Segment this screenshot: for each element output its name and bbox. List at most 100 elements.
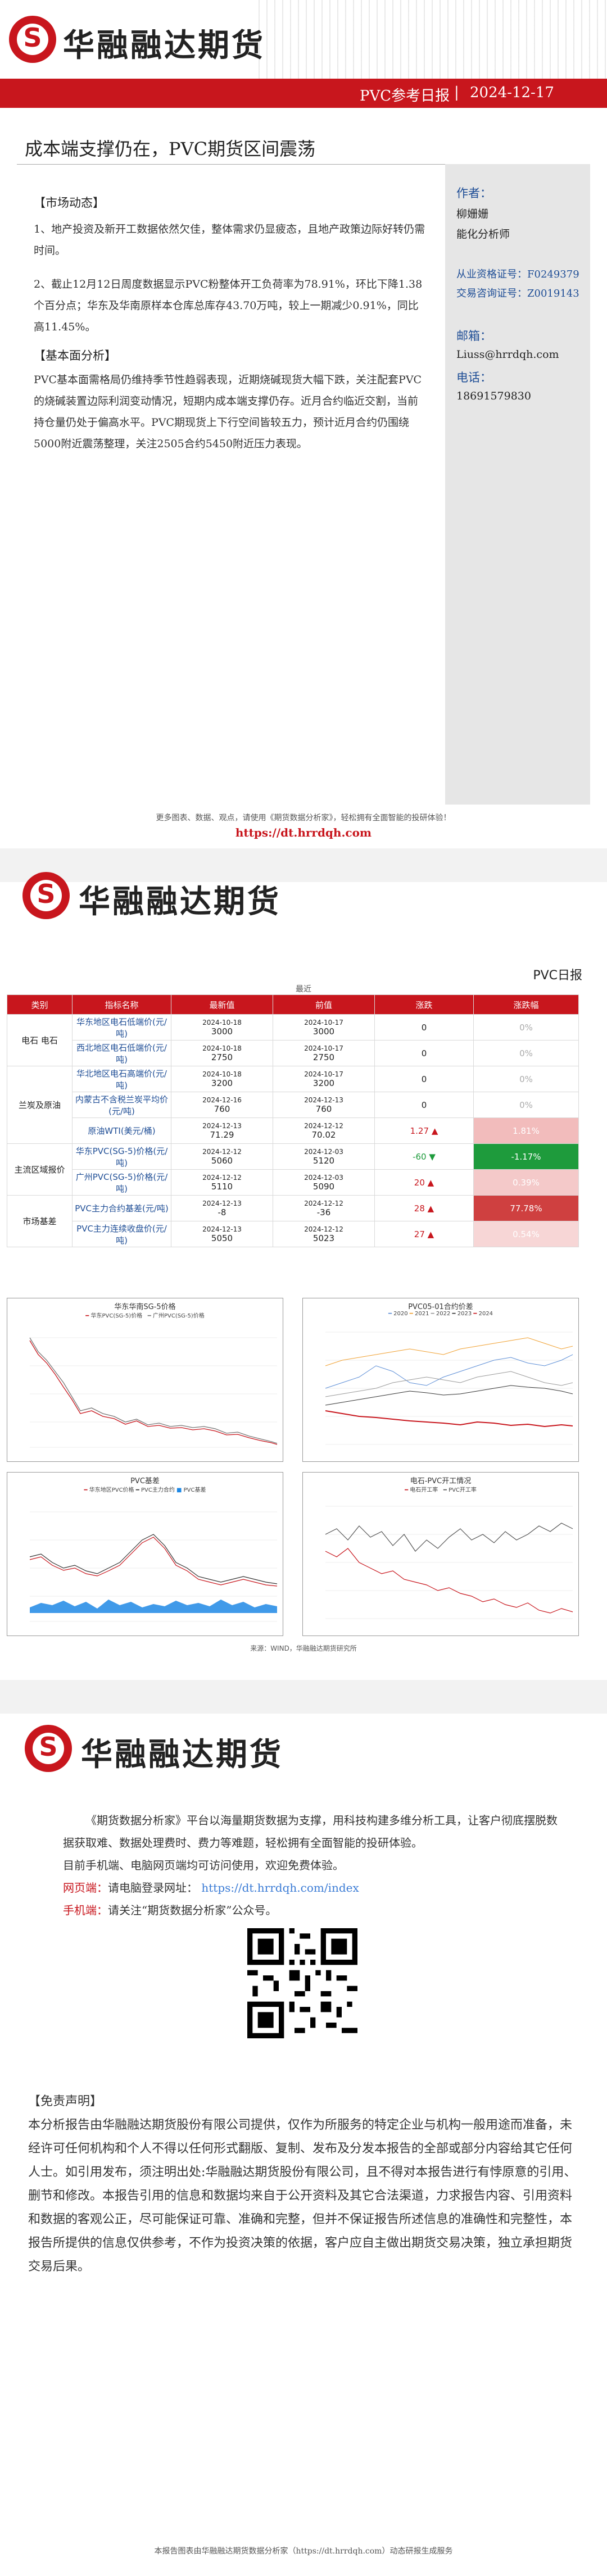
indicator-name: PVC主力合约基差(元/吨) bbox=[72, 1195, 171, 1221]
change-pct-cell: 0% bbox=[473, 1040, 579, 1066]
latest-cell: 2024-10-18 2750 bbox=[171, 1040, 273, 1066]
web-access-line: 网页端：请电脑登录网址： https://dt.hrrdqh.com/index bbox=[63, 1877, 359, 1899]
page3-header: S 华融融达期货 bbox=[0, 1719, 607, 1781]
change-cell: 0 bbox=[374, 1092, 474, 1118]
prev-cell: 2024-12-12 5023 bbox=[273, 1221, 375, 1247]
prev-cell: 2024-10-17 2750 bbox=[273, 1040, 375, 1066]
indicator-name: 原油WTI(美元/桶) bbox=[72, 1117, 171, 1144]
indicator-label: 华东地区电石低端价(元/吨) bbox=[76, 1016, 167, 1039]
section-heading-fundamental: 【基本面分析】 bbox=[34, 349, 116, 362]
prev-value: 760 bbox=[315, 1103, 332, 1114]
footer-link[interactable]: https://dt.hrrdqh.com bbox=[235, 826, 372, 839]
change-cell: 27 ▲ bbox=[374, 1221, 474, 1247]
indicator-name: 华东PVC(SG-5)价格(元/吨) bbox=[72, 1143, 171, 1170]
chart-basis: PVC基差 ━ 华东地区PVC价格 ━ PVC主力合约 ■ PVC基差 bbox=[7, 1472, 283, 1636]
change-pct-cell: 0% bbox=[473, 1092, 579, 1118]
web-url-link[interactable]: https://dt.hrrdqh.com/index bbox=[201, 1881, 359, 1894]
header-prev: 前值 bbox=[273, 994, 375, 1015]
latest-date: 2024-10-18 bbox=[202, 1018, 242, 1026]
email-link[interactable]: Liuss@hrrdqh.com bbox=[456, 348, 559, 361]
chart-title: PVC05-01合约价差 bbox=[408, 1303, 473, 1311]
logo-letter: S bbox=[37, 879, 56, 909]
title-rule bbox=[17, 164, 590, 165]
change-arrow-icon: ▲ bbox=[427, 1177, 434, 1188]
page1-header: S 华融融达期货 PVC参考日报 | 2024-12-17 bbox=[0, 0, 607, 112]
brand-name: 华融融达期货 bbox=[63, 28, 265, 64]
table-row: 广州PVC(SG-5)价格(元/吨) 2024-12-12 5110 2024-12-… bbox=[7, 1169, 579, 1196]
latest-value: 3000 bbox=[211, 1026, 233, 1037]
indicator-name: 华东地区电石低端价(元/吨) bbox=[72, 1014, 171, 1041]
change-cell: 20 ▲ bbox=[374, 1169, 474, 1196]
change-value: 0 bbox=[421, 1100, 427, 1110]
indicator-label: 西北地区电石低端价(元/吨) bbox=[76, 1042, 167, 1065]
chart-plot bbox=[325, 1506, 573, 1619]
prev-date: 2024-12-12 bbox=[304, 1121, 343, 1130]
company-logo-icon bbox=[9, 16, 56, 63]
indicator-name: 华北地区电石高端价(元/吨) bbox=[72, 1066, 171, 1092]
banner-divider: | bbox=[454, 84, 459, 101]
change-pct-cell: -1.17% bbox=[473, 1143, 579, 1170]
phone-label: 电话： bbox=[456, 371, 492, 384]
chart-operating-rate: 电石-PVC开工情况 ━ 电石开工率 ━ PVC开工率 bbox=[302, 1472, 579, 1636]
table-row: 主流区域报价 华东PVC(SG-5)价格(元/吨) 2024-12-12 5060 20… bbox=[7, 1143, 579, 1196]
disclaimer-text: 本分析报告由华融融达期货股份有限公司提供，仅作为所服务的特定企业与机构一般用途而… bbox=[28, 2118, 577, 2274]
indicator-label: 华北地区电石高端价(元/吨) bbox=[76, 1068, 167, 1091]
prev-date: 2024-12-03 bbox=[304, 1173, 343, 1182]
legend-item: 2024 bbox=[478, 1311, 493, 1317]
change-pct-cell: 0.54% bbox=[473, 1221, 579, 1247]
chart-05-01-spread: PVC05-01合约价差 ━ 2020 ━ 2021 ━ 2022 ━ 2023… bbox=[302, 1298, 579, 1462]
latest-cell: 2024-12-13 5050 bbox=[171, 1221, 273, 1247]
change-pct-value: -1.17% bbox=[511, 1151, 541, 1162]
legend-item: 2022 bbox=[436, 1311, 451, 1317]
prev-date: 2024-12-03 bbox=[304, 1147, 343, 1156]
report-type: PVC参考日报 bbox=[360, 88, 450, 105]
header-change-pct: 涨跌幅 bbox=[473, 994, 579, 1015]
change-pct-cell: 0% bbox=[473, 1066, 579, 1092]
cert-consulting: 交易咨询证号：Z0019143 bbox=[456, 288, 579, 299]
prev-value: 5023 bbox=[312, 1233, 335, 1243]
latest-cell: 2024-10-18 3200 bbox=[171, 1066, 273, 1092]
latest-value: 2750 bbox=[211, 1052, 233, 1062]
latest-date: 2024-12-12 bbox=[202, 1147, 242, 1156]
indicator-label: 原油WTI(美元/桶) bbox=[88, 1126, 156, 1136]
indicator-name: 内蒙古不含税兰炭平均价(元/吨) bbox=[72, 1092, 171, 1118]
prev-cell: 2024-10-17 3200 bbox=[273, 1066, 375, 1092]
phone-number: 18691579830 bbox=[456, 390, 531, 402]
prev-value: 3000 bbox=[312, 1026, 335, 1037]
prev-cell: 2024-10-17 3000 bbox=[273, 1014, 375, 1041]
change-value: 28 bbox=[414, 1203, 425, 1214]
latest-cell: 2024-12-12 5060 bbox=[171, 1143, 273, 1170]
table-title: 最近 bbox=[296, 985, 311, 994]
prev-date: 2024-12-12 bbox=[304, 1199, 343, 1207]
email-label: 邮箱： bbox=[456, 329, 492, 343]
author-label: 作者： bbox=[456, 187, 492, 200]
prev-cell: 2024-12-13 760 bbox=[273, 1092, 375, 1118]
latest-cell: 2024-12-13 -8 bbox=[171, 1195, 273, 1221]
table-row: 内蒙古不含税兰炭平均价(元/吨) 2024-12-16 760 2024-12-13 7… bbox=[7, 1092, 579, 1118]
indicator-label: PVC主力连续收盘价(元/吨) bbox=[76, 1223, 167, 1246]
author-title: 能化分析师 bbox=[456, 228, 510, 240]
latest-value: 5050 bbox=[211, 1233, 233, 1243]
latest-value: 5060 bbox=[211, 1155, 233, 1166]
report-date: 2024-12-17 bbox=[470, 84, 554, 101]
change-pct-value: 1.81% bbox=[513, 1125, 540, 1136]
prev-cell: 2024-12-12 -36 bbox=[273, 1195, 375, 1221]
indicator-name: PVC主力连续收盘价(元/吨) bbox=[72, 1221, 171, 1247]
table-row: PVC主力连续收盘价(元/吨) 2024-12-13 5050 2024-12-12 5… bbox=[7, 1221, 579, 1247]
fundamental-para: PVC基本面需格局仍维持季节性趋弱表现，近期烧碱现货大幅下跌，关注配套PVC的烧… bbox=[34, 374, 422, 450]
change-pct-cell: 0% bbox=[473, 1014, 579, 1041]
prev-value: 3200 bbox=[312, 1078, 335, 1088]
chart-title: 电石-PVC开工情况 bbox=[410, 1477, 472, 1485]
chart-legend: ━ 华东地区PVC价格 ━ PVC主力合约 ■ PVC基差 bbox=[84, 1487, 206, 1493]
company-logo-icon bbox=[22, 872, 70, 919]
change-value: 1.27 bbox=[410, 1125, 429, 1136]
brand-name: 华融融达期货 bbox=[81, 1737, 283, 1773]
legend-item: 广州PVC(SG-5)价格 bbox=[152, 1313, 205, 1319]
header-latest: 最新值 bbox=[171, 994, 273, 1015]
latest-date: 2024-10-18 bbox=[202, 1070, 242, 1078]
chart-legend: ━ 2020 ━ 2021 ━ 2022 ━ 2023 ━ 2024 bbox=[388, 1311, 493, 1317]
latest-date: 2024-12-13 bbox=[202, 1225, 242, 1233]
change-pct-cell: 0.39% bbox=[473, 1169, 579, 1196]
legend-item: 2023 bbox=[457, 1311, 472, 1317]
latest-date: 2024-12-13 bbox=[202, 1199, 242, 1207]
